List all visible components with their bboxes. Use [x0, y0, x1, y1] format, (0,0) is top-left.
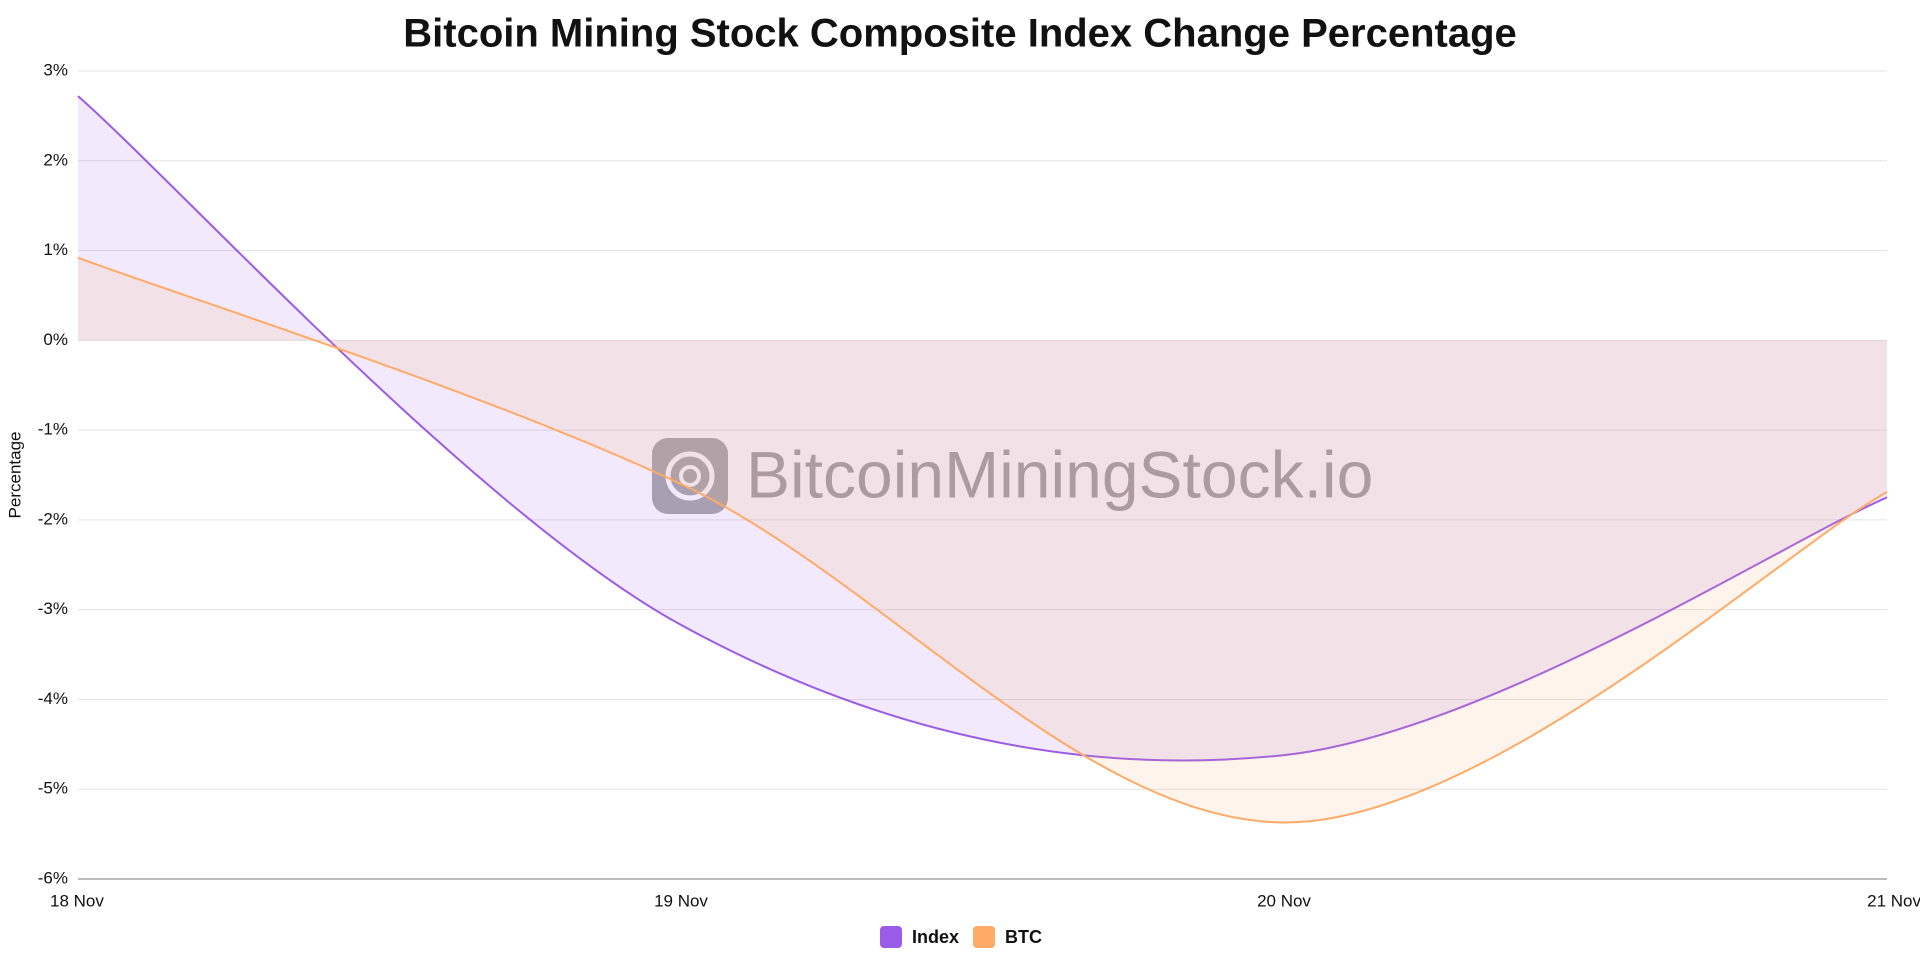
legend-swatch — [880, 926, 902, 948]
series-line — [77, 256, 1888, 824]
legend-label[interactable]: BTC — [1005, 927, 1042, 947]
chart-title: Bitcoin Mining Stock Composite Index Cha… — [403, 12, 1517, 56]
series-area — [78, 96, 1887, 761]
x-tick-label: 21 Nov — [1867, 891, 1920, 910]
legend: Index BTC — [880, 926, 1042, 948]
x-tick-label: 19 Nov — [654, 891, 708, 910]
watermark-text: BitcoinMiningStock.io — [746, 437, 1373, 511]
y-tick-label: -1% — [38, 420, 68, 439]
watermark: BitcoinMiningStock.io — [652, 437, 1373, 514]
y-tick-label: -4% — [38, 689, 68, 708]
y-tick-label: -2% — [38, 509, 68, 528]
y-tick-label: 1% — [43, 240, 68, 259]
series-area — [78, 257, 1887, 823]
y-tick-label: -5% — [38, 779, 68, 798]
y-axis-label: Percentage — [5, 432, 24, 519]
y-tick-label: -6% — [38, 868, 68, 887]
y-tick-label: 3% — [43, 60, 68, 79]
legend-label[interactable]: Index — [912, 927, 959, 947]
x-tick-label: 20 Nov — [1257, 891, 1311, 910]
y-tick-label: 2% — [43, 150, 68, 169]
series-line — [77, 95, 1888, 762]
x-tick-label: 18 Nov — [50, 891, 104, 910]
y-tick-label: 0% — [43, 330, 68, 349]
legend-swatch — [973, 926, 996, 948]
y-tick-label: -3% — [38, 599, 68, 618]
